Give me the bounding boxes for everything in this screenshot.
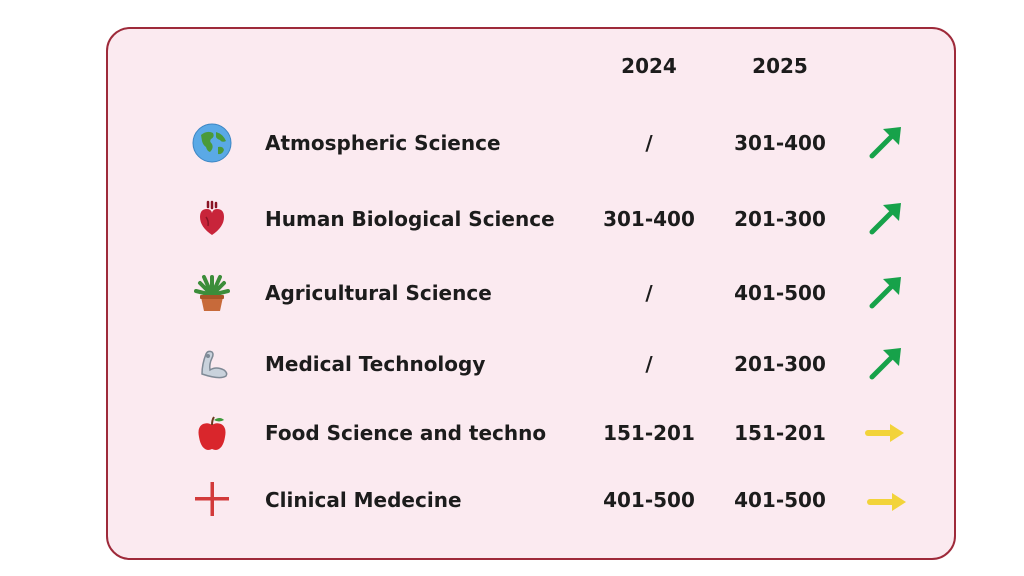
table-row: Human Biological Science 301-400 201-300 — [108, 199, 954, 239]
value-2025: 201-300 — [734, 207, 826, 231]
table-row: Clinical Medecine 401-500 401-500 — [108, 480, 954, 520]
trend-flat-arrow-icon — [864, 480, 908, 520]
trend-up-arrow-icon — [864, 344, 908, 384]
value-2024: / — [645, 352, 653, 376]
value-2025: 401-500 — [734, 488, 826, 512]
value-2025: 301-400 — [734, 131, 826, 155]
subject-label: Atmospheric Science — [265, 131, 501, 155]
potted-plant-icon — [192, 273, 232, 313]
subject-label: Clinical Medecine — [265, 488, 462, 512]
heart-icon — [192, 199, 232, 239]
value-2024: / — [645, 281, 653, 305]
subject-label: Food Science and techno — [265, 421, 547, 445]
header-2025: 2025 — [752, 54, 808, 78]
value-2025: 151-201 — [734, 421, 826, 445]
table-row: Food Science and techno 151-201 151-201 — [108, 413, 954, 453]
ranking-card: 2024 2025 Atmospheric Science / 301-400 … — [106, 27, 956, 560]
value-2024: / — [645, 131, 653, 155]
trend-up-arrow-icon — [864, 273, 908, 313]
trend-up-arrow-icon — [864, 123, 908, 163]
subject-label: Medical Technology — [265, 352, 486, 376]
value-2025: 201-300 — [734, 352, 826, 376]
table-row: Atmospheric Science / 301-400 — [108, 123, 954, 163]
subject-label: Human Biological Science — [265, 207, 555, 231]
globe-icon — [192, 123, 232, 163]
apple-icon — [192, 413, 232, 453]
header-2024: 2024 — [621, 54, 677, 78]
value-2024: 151-201 — [603, 421, 695, 445]
cross-icon — [192, 480, 232, 520]
subject-label: Agricultural Science — [265, 281, 492, 305]
value-2025: 401-500 — [734, 281, 826, 305]
trend-flat-arrow-icon — [864, 413, 908, 453]
table-row: Agricultural Science / 401-500 — [108, 273, 954, 313]
value-2024: 401-500 — [603, 488, 695, 512]
table-row: Medical Technology / 201-300 — [108, 344, 954, 384]
trend-up-arrow-icon — [864, 199, 908, 239]
value-2024: 301-400 — [603, 207, 695, 231]
prosthetic-arm-icon — [192, 344, 232, 384]
